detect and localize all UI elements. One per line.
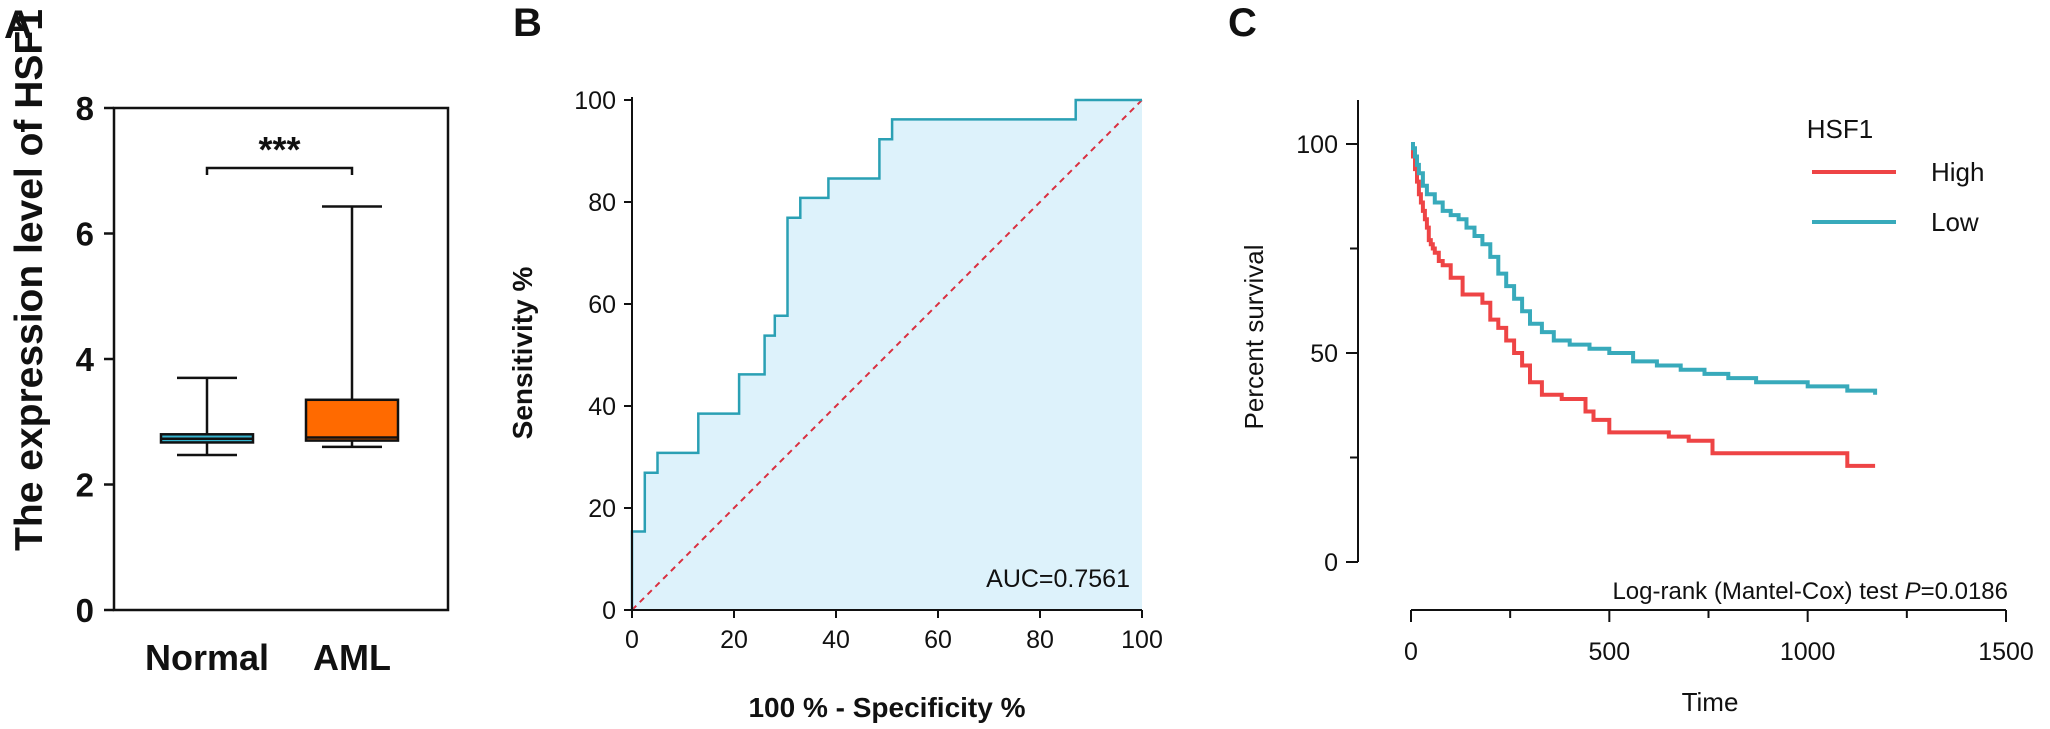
- panel-b-y-ticks: 0 20 40 60 80 100: [574, 87, 632, 625]
- panel-c-x-axis-title: Time: [1682, 687, 1739, 717]
- logrank-p-symbol: P: [1905, 578, 1921, 605]
- survival-curve-low: [1411, 142, 1878, 395]
- panel-a-y-tick-label: 8: [76, 90, 94, 127]
- logrank-test-prefix: Log-rank (Mantel-Cox) test: [1612, 578, 1904, 605]
- panel-a: A The expression level of HSF1 0 2 4 6 8 Nor…: [4, 3, 450, 678]
- survival-curve-high: [1411, 142, 1876, 468]
- panel-c-y-tick-label: 0: [1324, 549, 1338, 577]
- panel-c-y-tick-label: 50: [1310, 340, 1338, 368]
- panel-a-plot-frame: [112, 106, 450, 612]
- legend-label-high: High: [1931, 157, 1984, 187]
- panel-b-y-tick-label: 100: [574, 87, 616, 115]
- panel-a-category-label: AML: [313, 637, 391, 678]
- panel-a-category-labels: Normal AML: [145, 637, 391, 678]
- panel-c-y-axis-title: Percent survival: [1239, 245, 1269, 430]
- panel-b-x-tick-label: 20: [720, 626, 748, 654]
- panel-a-y-tick-label: 4: [76, 341, 95, 378]
- panel-b-x-tick-label: 100: [1121, 626, 1163, 654]
- panel-a-letter: A: [4, 3, 33, 47]
- panel-b-x-axis-title: 100 % - Specificity %: [748, 692, 1025, 723]
- panel-a-significance-bracket: [205, 166, 354, 175]
- panel-b-y-tick-label: 80: [588, 189, 616, 217]
- panel-b-x-tick-label: 0: [625, 626, 639, 654]
- panel-a-y-ticks: 0 2 4 6 8: [76, 90, 114, 629]
- panel-b-letter: B: [513, 1, 542, 45]
- logrank-test-label: Log-rank (Mantel-Cox) test P=0.0186: [1612, 578, 2008, 605]
- panel-b-y-axis-title: Sensitivity %: [507, 267, 538, 440]
- panel-b-y-tick-label: 40: [588, 393, 616, 421]
- auc-label: AUC=0.7561: [986, 565, 1130, 593]
- panel-b-x-tick-label: 40: [822, 626, 850, 654]
- panel-c-x-ticks: 0 500 1000 1500: [1404, 610, 2034, 666]
- panel-a-y-tick-label: 2: [76, 467, 94, 504]
- legend: High Low: [1812, 157, 1984, 237]
- panel-c-letter: C: [1228, 1, 1257, 45]
- box-aml: [304, 398, 400, 442]
- legend-label-low: Low: [1931, 207, 1979, 237]
- panel-c-y-ticks: 0 50 100: [1296, 131, 1358, 577]
- panel-c-y-tick-label: 100: [1296, 131, 1338, 159]
- panel-b-y-tick-label: 0: [602, 597, 616, 625]
- panel-c-survival-curves: [1411, 142, 1878, 468]
- roc-area-fill: [632, 100, 1142, 610]
- panel-b-x-tick-label: 60: [924, 626, 952, 654]
- panel-c-x-tick-label: 1500: [1978, 638, 2034, 666]
- panel-b-y-tick-label: 20: [588, 495, 616, 523]
- panel-b-y-tick-label: 60: [588, 291, 616, 319]
- panel-a-significance-stars: ***: [258, 129, 300, 170]
- panel-c: C 0 50 100 0 500 1000 1500 Percent survival T…: [1228, 1, 2034, 717]
- roc-curve: [630, 98, 1142, 610]
- panel-a-y-tick-label: 0: [76, 592, 94, 629]
- panel-b: B 0 20 40 60 80 100 0 20 40 60 80 100 Sensitivity …: [507, 1, 1163, 723]
- panel-c-x-tick-label: 500: [1588, 638, 1630, 666]
- panel-a-y-tick-label: 6: [76, 216, 94, 253]
- panel-b-x-ticks: 0 20 40 60 80 100: [625, 610, 1163, 654]
- panel-b-x-tick-label: 80: [1026, 626, 1054, 654]
- panel-c-x-tick-label: 1000: [1780, 638, 1836, 666]
- logrank-p-value: =0.0186: [1921, 578, 2008, 605]
- panel-a-y-axis-title: The expression level of HSF1: [8, 9, 51, 551]
- panel-a-category-label: Normal: [145, 637, 269, 678]
- legend-title: HSF1: [1807, 114, 1873, 144]
- panel-c-x-tick-label: 0: [1404, 638, 1418, 666]
- panel-a-boxes: [159, 205, 400, 457]
